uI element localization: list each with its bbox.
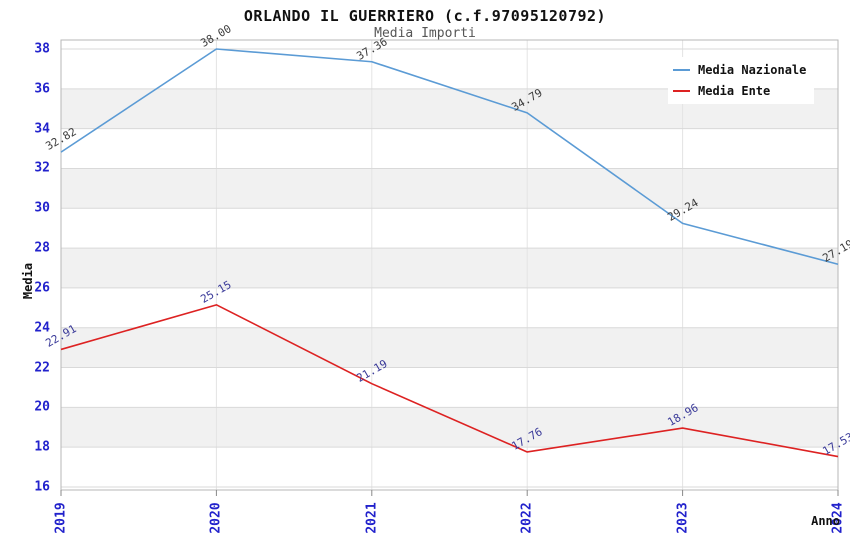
y-tick-label: 26 (34, 280, 50, 296)
line-swatch-red-icon (673, 90, 690, 92)
y-tick-label: 38 (34, 41, 50, 57)
legend-label: Media Nazionale (698, 63, 807, 77)
band-gray (61, 327, 838, 368)
legend-item-media-nazionale: Media Nazionale (673, 63, 814, 77)
y-tick-label: 28 (34, 240, 50, 256)
x-axis-title: Anno (811, 514, 840, 528)
band-gray (61, 407, 838, 448)
plot-border (60, 39, 839, 491)
chart-subtitle: Media Importi (374, 26, 476, 41)
legend-label: Media Ente (698, 84, 771, 98)
series-line-media-ente (60, 304, 839, 458)
y-tick-label: 34 (34, 121, 50, 137)
y-tick-label: 24 (34, 320, 50, 336)
legend-item-media-ente: Media Ente (673, 84, 814, 98)
y-axis-title: Media (21, 262, 35, 300)
y-tick-label: 32 (34, 160, 50, 176)
y-tick-label: 16 (34, 479, 50, 495)
series-line-media-nazionale (60, 48, 839, 265)
y-tick-label: 30 (34, 200, 50, 216)
band-gray (61, 248, 838, 288)
chart-title: ORLANDO IL GUERRIERO (c.f.97095120792) (243, 7, 607, 25)
y-tick-label: 18 (34, 439, 50, 455)
y-tick-label: 20 (34, 399, 50, 415)
x-tick-label: 2023 (675, 502, 691, 534)
y-tick-label: 22 (34, 360, 50, 376)
line-swatch-blue-icon (673, 69, 690, 71)
x-tick-label: 2022 (519, 502, 535, 534)
x-tick-label: 2021 (364, 502, 380, 534)
band-gray (61, 168, 838, 209)
legend: Media Nazionale Media Ente (668, 57, 814, 104)
x-tick-label: 2020 (208, 502, 224, 534)
y-tick-label: 36 (34, 81, 50, 97)
x-tick-label: 2019 (53, 502, 69, 534)
